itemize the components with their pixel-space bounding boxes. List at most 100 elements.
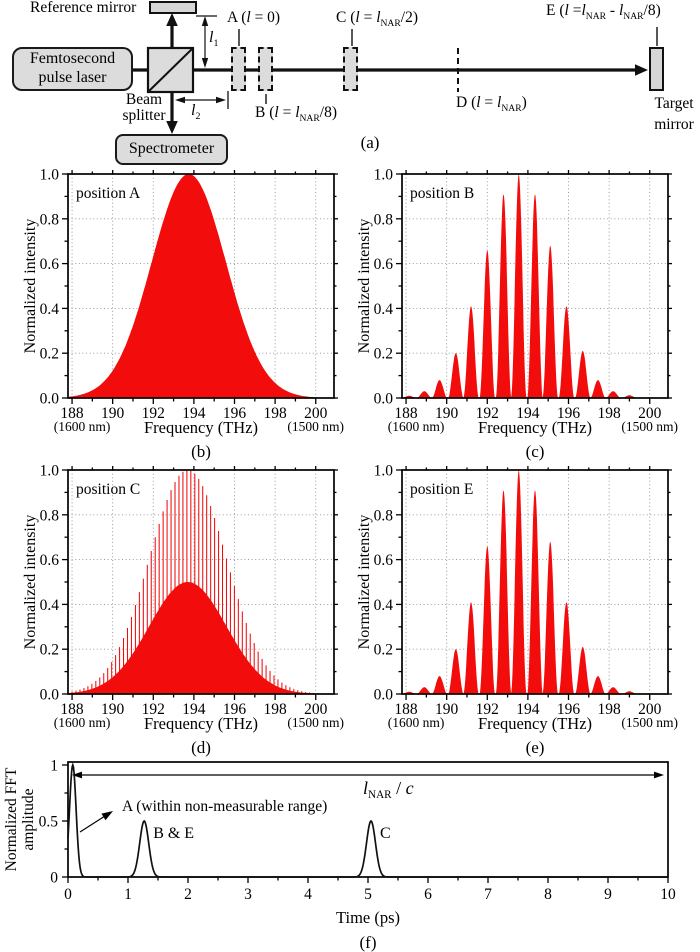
fft-plot-area: 0 1 2 3 4 5 6 7 8 9 10 0 0.5 1 lNAR / c A (within non-m… <box>3 758 676 952</box>
chart-text: 0.4 <box>40 597 60 614</box>
chart-text: 194 <box>182 701 206 718</box>
chart-text: 5 <box>364 886 372 903</box>
chart-text: 3 <box>244 886 252 903</box>
y-axis-label-line1: Normalized FFT <box>3 767 20 871</box>
spectrum-chart-c: 188 190 192 194 196 198 200 0.0 0.2 0.4 0.6 0.8 1.0 p… <box>356 167 678 462</box>
spectrum-series <box>401 174 668 398</box>
y-axis-label: Normalized intensity <box>22 219 39 354</box>
chart-text: 190 <box>101 701 125 718</box>
plot-area: 188 190 192 194 196 198 200 0.0 0.2 0.4 0.6 0.8 1.0 p… <box>22 463 344 758</box>
chart-text: 196 <box>223 405 247 422</box>
position-label: position E <box>410 481 473 498</box>
tick-labels: 188 190 192 194 196 198 200 0.0 0.2 0.4 0.6 0.8 1.0 <box>40 463 328 719</box>
chart-text: 188 <box>394 405 418 422</box>
chart-text: 0.4 <box>374 597 394 614</box>
chart-text: 0.2 <box>374 642 393 659</box>
x-sub-right: (1500 nm) <box>287 419 344 434</box>
reference-mirror-label: Reference mirror <box>30 0 137 16</box>
chart-text: 0.0 <box>40 687 60 704</box>
annotation-arrowhead <box>101 811 113 821</box>
chart-text: 1.0 <box>40 167 60 184</box>
fft-chart: 0 1 2 3 4 5 6 7 8 9 10 0 0.5 1 lNAR / c A (within non-m… <box>3 758 676 952</box>
y-axis-label-line2: amplitude <box>20 788 37 850</box>
chart-text: 188 <box>60 701 84 718</box>
tick-marks <box>62 170 338 404</box>
y-axis-label: Normalized intensity <box>356 515 373 650</box>
spectrometer-box: Spectrometer <box>115 134 228 165</box>
chart-text: 0.6 <box>40 256 60 273</box>
beam-splitter-label-line2: splitter <box>122 107 166 125</box>
tick-marks <box>396 170 672 404</box>
smooth-spectrum-path <box>68 174 334 398</box>
x-axis-label: Frequency (THz) <box>144 418 258 437</box>
beam-splitter-diagonal <box>147 47 194 93</box>
target-mirror-label-line2: mirror <box>654 115 694 133</box>
chart-text: 188 <box>394 701 418 718</box>
plot-area: 188 190 192 194 196 198 200 0.0 0.2 0.4 0.6 0.8 1.0 p… <box>356 463 678 758</box>
chart-text: 198 <box>263 701 287 718</box>
beam-arrowhead-right <box>635 64 648 76</box>
panel-caption: (c) <box>526 442 545 461</box>
tick-marks <box>396 466 672 700</box>
position-c-label: C (l = lNAR/2) <box>336 9 418 30</box>
chart-text: 0.8 <box>40 211 60 228</box>
target-mirror-label: Target mirror <box>640 94 700 136</box>
tick-labels: 188 190 192 194 196 198 200 0.0 0.2 0.4 0.6 0.8 1.0 <box>40 167 328 423</box>
x-sub-left: (1600 nm) <box>54 419 111 434</box>
chart-text: 196 <box>557 405 581 422</box>
x-axis-label: Frequency (THz) <box>478 418 592 437</box>
spectrum-panel-d: 188 190 192 194 196 198 200 0.0 0.2 0.4 0.6 0.8 1.0 p… <box>22 458 356 763</box>
x-sub-right: (1500 nm) <box>287 715 344 730</box>
tick-labels: 188 190 192 194 196 198 200 0.0 0.2 0.4 0.6 0.8 1.0 <box>374 167 662 423</box>
chart-text: 192 <box>476 405 499 422</box>
position-label: position B <box>410 185 474 202</box>
spectrum-series <box>68 174 334 398</box>
chart-text: 1.0 <box>374 463 394 480</box>
chart-text: 196 <box>223 701 247 718</box>
position-label: position A <box>76 185 141 202</box>
chart-text: 0.0 <box>374 687 394 704</box>
chart-text: 0.2 <box>374 346 393 363</box>
laser-label-line2: pulse laser <box>38 69 107 86</box>
setup-diagram: Femtosecond pulse laser Spectrometer Ref… <box>0 0 700 165</box>
chart-text: 190 <box>435 701 459 718</box>
x-axis-label: Frequency (THz) <box>478 714 592 733</box>
diagram-lines <box>133 13 658 134</box>
unresolved-base-path <box>68 582 334 694</box>
chart-text: 0.8 <box>374 507 394 524</box>
tick-labels: 188 190 192 194 196 198 200 0.0 0.2 0.4 0.6 0.8 1.0 <box>374 463 662 719</box>
fft-curve <box>67 762 668 878</box>
panel-caption: (f) <box>360 933 377 952</box>
tick-labels: 0 1 2 3 4 5 6 7 8 9 10 0 0.5 1 <box>39 758 676 904</box>
spectrum-panel-b: 188 190 192 194 196 198 200 0.0 0.2 0.4 0.6 0.8 1.0 p… <box>22 162 356 467</box>
chart-text: 192 <box>142 701 165 718</box>
chart-text: 1.0 <box>40 463 60 480</box>
panel-caption: (d) <box>191 738 211 757</box>
y-axis-label: Normalized intensity <box>22 515 39 650</box>
chart-text: 2 <box>184 886 192 903</box>
position-a-label: A (l = 0) <box>227 9 281 26</box>
position-e-label: E (l =lNAR - lNAR/8) <box>546 2 661 23</box>
chart-text: 0.8 <box>374 211 394 228</box>
y-axis-label: Normalized intensity <box>356 219 373 354</box>
tick-marks <box>62 764 669 883</box>
tick-marks <box>62 466 338 700</box>
chart-text: 198 <box>263 405 287 422</box>
gridlines <box>68 470 334 694</box>
beam-arrowhead-up <box>166 13 178 26</box>
peak-label: B & E <box>153 825 194 842</box>
x-sub-right: (1500 nm) <box>621 419 678 434</box>
spectrum-series <box>401 470 668 694</box>
chart-text: 0.5 <box>39 814 59 831</box>
x-sub-left: (1600 nm) <box>388 419 445 434</box>
beam-arrowhead-down <box>166 121 178 134</box>
chart-text: 188 <box>60 405 84 422</box>
chart-text: 0.6 <box>374 552 394 569</box>
beam-splitter-label: Beam splitter <box>104 91 184 125</box>
x-axis-label: Frequency (THz) <box>144 714 258 733</box>
chart-text: 8 <box>544 886 552 903</box>
chart-text: 0 <box>64 886 72 903</box>
chart-text: 0.6 <box>374 256 394 273</box>
caption-a: (a) <box>360 133 380 152</box>
